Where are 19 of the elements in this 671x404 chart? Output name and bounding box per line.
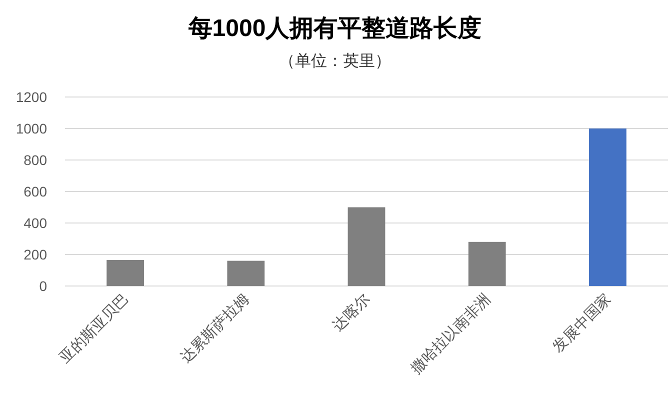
y-tick-label: 1200 — [16, 89, 48, 105]
y-tick-label: 1000 — [16, 120, 48, 136]
chart-title: 每1000人拥有平整道路长度 — [187, 15, 482, 42]
bar — [348, 207, 386, 286]
y-tick-label: 200 — [24, 246, 48, 262]
bar — [106, 260, 144, 286]
chart-subtitle: （单位：英里） — [279, 52, 391, 70]
y-tick-label: 800 — [24, 152, 48, 168]
y-tick-label: 0 — [39, 278, 48, 294]
bar — [468, 242, 506, 286]
y-tick-label: 400 — [24, 215, 48, 231]
x-tick-label: 撒哈拉以南非洲 — [408, 290, 494, 378]
x-tick-label: 发展中国家 — [549, 290, 615, 356]
bar — [589, 128, 626, 286]
bar — [227, 260, 265, 286]
x-tick-label: 达喀尔 — [329, 290, 374, 335]
x-tick-label: 亚的斯亚贝巴 — [56, 290, 132, 366]
x-tick-label: 达累斯萨拉姆 — [177, 290, 253, 366]
y-tick-label: 600 — [24, 184, 48, 200]
